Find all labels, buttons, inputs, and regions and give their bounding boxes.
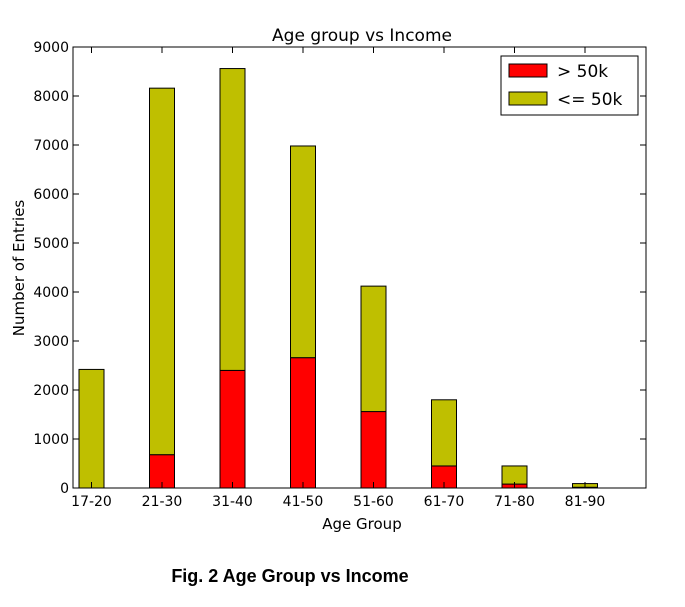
bar-le50k-51-60 <box>360 285 387 413</box>
bars-layer <box>78 68 598 489</box>
legend-swatch-le50k <box>508 91 548 106</box>
legend-swatch-gt50k <box>508 63 548 78</box>
bar-le50k-61-70 <box>431 399 457 467</box>
y-tick-label-6000: 6000 <box>33 187 69 203</box>
x-tick-label-21-30: 21-30 <box>142 494 183 510</box>
plot-frame <box>72 46 647 489</box>
stacked-bar-chart: 0 1000 2000 3000 4000 5000 6000 7000 8000 9000 17… <box>10 26 647 533</box>
x-tick-label-31-40: 31-40 <box>212 494 253 510</box>
x-tick-label-71-80: 71-80 <box>494 494 535 510</box>
bar-gt50k-41-50 <box>290 357 316 489</box>
bar-le50k-71-80 <box>501 465 528 485</box>
bar-le50k-21-30 <box>149 87 175 456</box>
x-tick-label-51-60: 51-60 <box>353 494 394 510</box>
x-tick-label-61-70: 61-70 <box>424 494 465 510</box>
y-tick-label-8000: 8000 <box>33 89 69 105</box>
y-tick-label-1000: 1000 <box>33 432 69 448</box>
y-tick-label-3000: 3000 <box>33 334 69 350</box>
y-axis-label: Number of Entries <box>10 200 28 337</box>
bar-le50k-41-50 <box>290 145 316 359</box>
x-tick-label-17-20: 17-20 <box>71 494 112 510</box>
x-ticks: 17-20 21-30 31-40 41-50 51-60 61-70 71-80 81-90 <box>71 47 605 510</box>
bar-le50k-17-20 <box>78 368 105 489</box>
x-tick-label-81-90: 81-90 <box>565 494 606 510</box>
y-tick-label-9000: 9000 <box>33 40 69 56</box>
y-tick-label-0: 0 <box>60 481 69 497</box>
bar-le50k-31-40 <box>219 68 246 371</box>
x-tick-label-41-50: 41-50 <box>283 494 324 510</box>
y-tick-label-5000: 5000 <box>33 236 69 252</box>
chart-title: Age group vs Income <box>272 26 452 46</box>
y-tick-label-4000: 4000 <box>33 285 69 301</box>
legend: > 50k <= 50k <box>500 55 639 116</box>
legend-label-gt50k: > 50k <box>557 62 608 82</box>
y-tick-label-7000: 7000 <box>33 138 69 154</box>
y-ticks: 0 1000 2000 3000 4000 5000 6000 7000 8000 9000 <box>33 40 646 497</box>
legend-label-le50k: <= 50k <box>557 90 623 110</box>
bar-gt50k-51-60 <box>360 411 387 489</box>
bar-gt50k-31-40 <box>219 369 246 489</box>
y-tick-label-2000: 2000 <box>33 383 69 399</box>
x-axis-label: Age Group <box>322 515 401 533</box>
figure-caption: Fig. 2 Age Group vs Income <box>171 566 409 586</box>
